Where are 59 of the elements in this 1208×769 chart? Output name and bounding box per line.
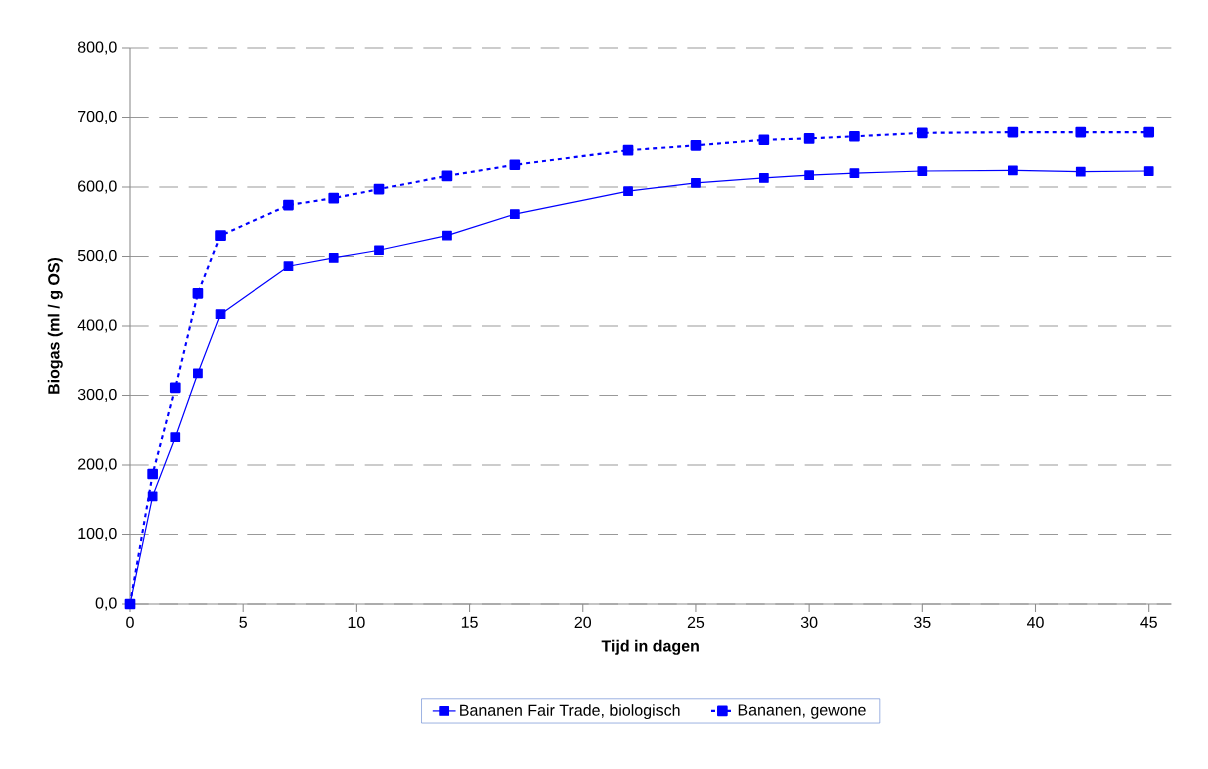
point xyxy=(509,159,521,171)
point xyxy=(374,245,384,256)
point xyxy=(623,186,633,197)
point xyxy=(283,261,294,272)
point xyxy=(804,170,814,181)
y-tick-label: 300,0 xyxy=(77,388,117,403)
y-tick-label: 700,0 xyxy=(78,110,117,125)
point xyxy=(193,368,203,379)
point xyxy=(215,230,226,241)
point xyxy=(849,130,860,142)
legend-label: Bananen, gewone xyxy=(738,704,866,719)
point xyxy=(1143,126,1155,138)
x-tick-label: 25 xyxy=(687,616,705,629)
point xyxy=(147,468,158,480)
x-tick-label: 15 xyxy=(461,616,478,628)
x-tick-label: 10 xyxy=(348,616,365,629)
x-tick-label: 30 xyxy=(800,616,818,629)
point xyxy=(1075,166,1086,177)
point xyxy=(1143,166,1154,176)
point xyxy=(192,288,204,299)
y-axis-title: Biogas (ml / g OS) xyxy=(47,257,63,394)
point xyxy=(758,134,770,146)
point xyxy=(147,491,158,502)
point xyxy=(373,183,385,195)
x-tick-label: 20 xyxy=(574,616,592,629)
x-axis-title: Tijd in dagen xyxy=(601,639,699,655)
point xyxy=(849,168,860,178)
point xyxy=(1075,126,1087,138)
y-tick-label: 800,0 xyxy=(77,41,117,55)
point xyxy=(215,309,226,320)
x-tick-label: 45 xyxy=(1140,616,1157,628)
point xyxy=(758,173,769,183)
x-tick-label: 5 xyxy=(239,616,247,628)
point xyxy=(441,170,453,182)
point xyxy=(169,382,181,394)
point xyxy=(1007,126,1019,138)
point xyxy=(1008,165,1018,176)
x-tick-label: 0 xyxy=(126,616,134,629)
legend-label: Bananen Fair Trade, biologisch xyxy=(460,704,680,720)
point xyxy=(691,177,701,188)
y-tick-label: 0,0 xyxy=(95,597,117,611)
point xyxy=(509,209,520,219)
point xyxy=(622,144,634,156)
x-tick-label: 35 xyxy=(914,616,931,629)
point xyxy=(283,199,294,211)
point xyxy=(170,432,181,443)
point xyxy=(328,253,339,263)
point xyxy=(916,127,928,139)
y-tick-label: 400,0 xyxy=(77,319,117,333)
y-tick-label: 600,0 xyxy=(78,180,117,194)
y-tick-label: 200,0 xyxy=(78,458,117,472)
point xyxy=(328,192,340,204)
point xyxy=(917,166,928,176)
point xyxy=(803,133,815,144)
y-tick-label: 500,0 xyxy=(77,249,117,264)
x-tick-label: 40 xyxy=(1026,616,1044,629)
point xyxy=(690,139,702,151)
y-tick-label: 100,0 xyxy=(78,527,117,542)
point xyxy=(442,230,452,241)
